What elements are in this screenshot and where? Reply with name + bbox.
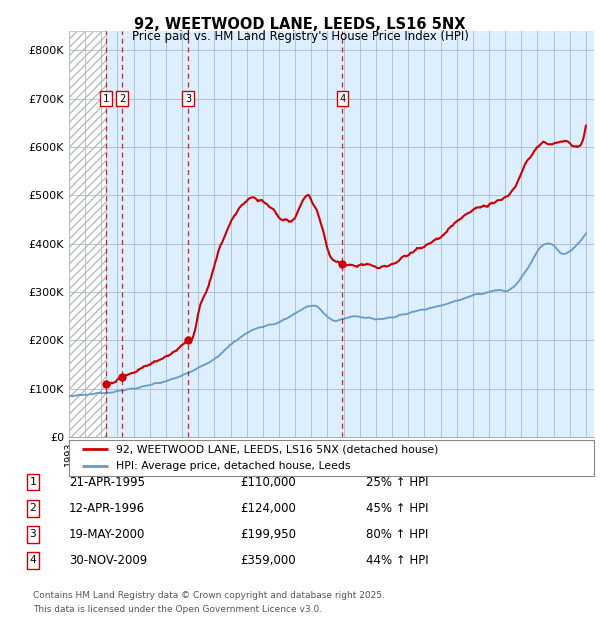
Text: 4: 4: [339, 94, 346, 104]
Text: £359,000: £359,000: [240, 554, 296, 567]
Text: 3: 3: [185, 94, 191, 104]
Text: 1: 1: [29, 477, 37, 487]
Text: 45% ↑ HPI: 45% ↑ HPI: [366, 502, 428, 515]
Text: £199,950: £199,950: [240, 528, 296, 541]
Text: 92, WEETWOOD LANE, LEEDS, LS16 5NX (detached house): 92, WEETWOOD LANE, LEEDS, LS16 5NX (deta…: [116, 444, 439, 454]
Text: This data is licensed under the Open Government Licence v3.0.: This data is licensed under the Open Gov…: [33, 605, 322, 614]
Text: 19-MAY-2000: 19-MAY-2000: [69, 528, 145, 541]
Bar: [69, 31, 106, 437]
Text: 80% ↑ HPI: 80% ↑ HPI: [366, 528, 428, 541]
Text: £124,000: £124,000: [240, 502, 296, 515]
Text: HPI: Average price, detached house, Leeds: HPI: Average price, detached house, Leed…: [116, 461, 351, 471]
Text: 1: 1: [103, 94, 109, 104]
Text: 30-NOV-2009: 30-NOV-2009: [69, 554, 147, 567]
Text: 25% ↑ HPI: 25% ↑ HPI: [366, 476, 428, 489]
Text: 4: 4: [29, 556, 37, 565]
Text: 3: 3: [29, 529, 37, 539]
Text: Contains HM Land Registry data © Crown copyright and database right 2025.: Contains HM Land Registry data © Crown c…: [33, 591, 385, 601]
Text: 92, WEETWOOD LANE, LEEDS, LS16 5NX: 92, WEETWOOD LANE, LEEDS, LS16 5NX: [134, 17, 466, 32]
Text: 2: 2: [29, 503, 37, 513]
Text: 44% ↑ HPI: 44% ↑ HPI: [366, 554, 428, 567]
Text: 21-APR-1995: 21-APR-1995: [69, 476, 145, 489]
Text: 12-APR-1996: 12-APR-1996: [69, 502, 145, 515]
Text: Price paid vs. HM Land Registry's House Price Index (HPI): Price paid vs. HM Land Registry's House …: [131, 30, 469, 43]
Text: 2: 2: [119, 94, 125, 104]
Text: £110,000: £110,000: [240, 476, 296, 489]
